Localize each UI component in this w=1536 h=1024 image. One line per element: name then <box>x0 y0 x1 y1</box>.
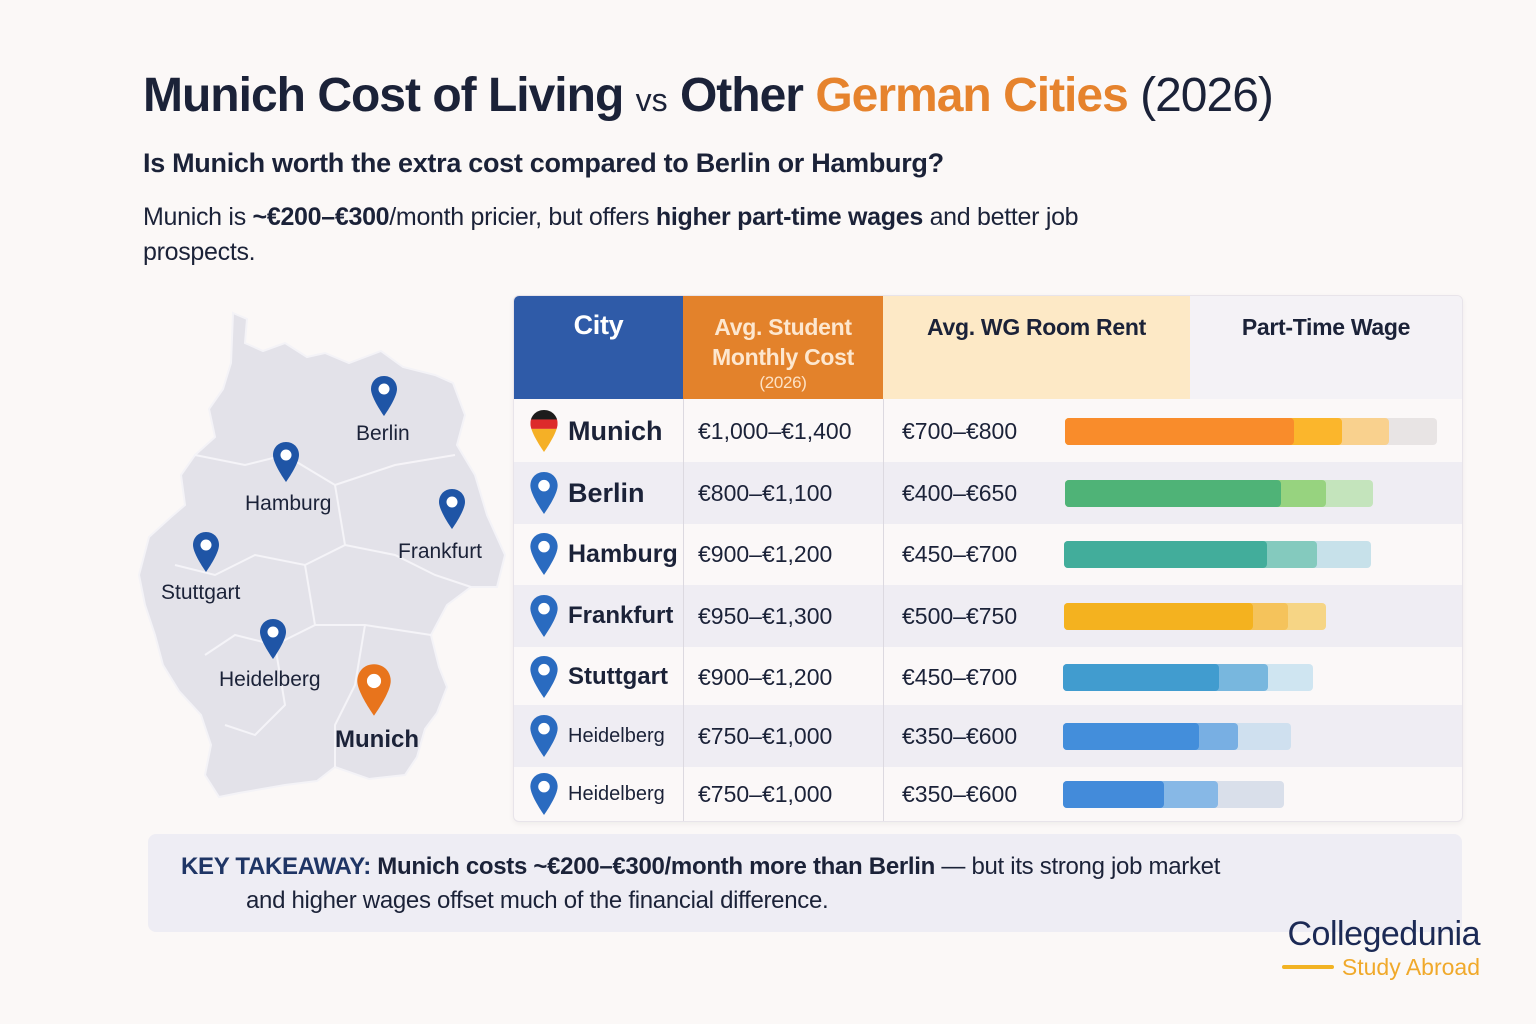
map-label-hamburg: Hamburg <box>245 492 332 515</box>
city-name: Heidelberg <box>568 782 665 805</box>
header-cost-line1: Avg. Student <box>714 314 852 340</box>
lede-mid: /month pricier, but offers <box>389 203 656 231</box>
cell-monthly-cost: €900–€1,200 <box>698 664 833 690</box>
header-cost-line2: Monthly Cost <box>711 344 855 370</box>
title-year: (2026) <box>1140 69 1274 122</box>
germany-outline-icon <box>137 311 507 799</box>
city-name: Munich <box>568 415 663 446</box>
page-title: Munich Cost of Living vs Other German Ci… <box>143 68 1274 123</box>
table-row: Stuttgart €900–€1,200 €450–€700 <box>514 646 1462 708</box>
stuttgart-pin-icon <box>193 532 219 572</box>
cell-room-rent: €450–€700 <box>902 664 1018 690</box>
heidelberg-pin-icon <box>260 619 286 659</box>
wage-bar-low <box>1064 603 1253 630</box>
wage-bar-low <box>1064 541 1267 568</box>
city-name: Heidelberg <box>568 724 665 747</box>
map-label-berlin: Berlin <box>356 422 410 445</box>
cell-monthly-cost: €1,000–€1,400 <box>698 418 852 444</box>
city-name: Frankfurt <box>568 602 674 629</box>
cell-monthly-cost: €750–€1,000 <box>698 723 833 749</box>
city-name: Stuttgart <box>568 663 668 690</box>
table-row: Berlin €800–€1,100 €400–€650 <box>514 462 1462 524</box>
cell-monthly-cost: €950–€1,300 <box>698 603 833 629</box>
city-name: Berlin <box>568 477 645 508</box>
table-row: Munich €1,000–€1,400 €700–€800 <box>514 400 1462 462</box>
cell-city: Heidelberg <box>528 763 665 821</box>
lede-price-range: ~€200–€300 <box>252 203 390 231</box>
takeaway-line2: and higher wages offset much of the fina… <box>246 887 829 914</box>
lede-prefix: Munich is <box>143 203 253 231</box>
header-cost-year: (2026) <box>759 373 807 392</box>
subtitle: Is Munich worth the extra cost compared … <box>143 148 944 178</box>
cell-city: Stuttgart <box>528 646 668 708</box>
lede-text: Munich is ~€200–€300/month pricier, but … <box>143 200 1103 270</box>
hamburg-pin-icon <box>273 442 299 482</box>
takeaway-bold: Munich costs ~€200–€300/month more than … <box>370 853 936 880</box>
header-room-rent: Avg. WG Room Rent <box>883 296 1190 399</box>
title-accent: German Cities <box>815 69 1128 122</box>
table-header: City Avg. Student Monthly Cost (2026) Av… <box>514 296 1462 399</box>
city-name: Hamburg <box>568 539 678 568</box>
lede-wages: higher part-time wages <box>655 203 923 231</box>
wage-bar-low <box>1063 781 1164 808</box>
location-pin-icon <box>530 533 558 575</box>
cell-room-rent: €450–€700 <box>902 541 1018 567</box>
wage-bar-low <box>1063 664 1219 691</box>
takeaway-label: KEY TAKEAWAY: <box>181 853 371 880</box>
cell-room-rent: €350–€600 <box>902 723 1018 749</box>
brand-subline: Study Abroad <box>1250 954 1480 980</box>
germany-flag-pin-icon <box>530 410 558 452</box>
table-row: Frankfurt €950–€1,300 €500–€750 <box>514 585 1462 647</box>
title-vs: vs <box>635 82 668 118</box>
cell-city: Hamburg <box>528 523 678 585</box>
cell-room-rent: €500–€750 <box>902 603 1018 629</box>
brand-underline-icon <box>1281 965 1334 969</box>
map-label-heidelberg: Heidelberg <box>219 668 321 691</box>
cell-city: Frankfurt <box>528 585 673 647</box>
brand-name: Collegedunia <box>1287 915 1481 953</box>
lede-suffix: and better job prospects. <box>143 203 1079 266</box>
map-label-frankfurt: Frankfurt <box>398 540 483 563</box>
cell-room-rent: €700–€800 <box>902 418 1018 444</box>
location-pin-icon <box>530 773 558 815</box>
wage-bar-low <box>1065 418 1294 445</box>
header-part-time-wage: Part-Time Wage <box>1190 296 1462 399</box>
cell-monthly-cost: €800–€1,100 <box>698 480 833 506</box>
map-label-munich: Munich <box>335 726 419 753</box>
title-main: Munich Cost of Living <box>143 69 624 122</box>
cell-monthly-cost: €750–€1,000 <box>698 781 833 807</box>
takeaway-text: KEY TAKEAWAY: Munich costs ~€200–€300/mo… <box>181 850 1431 918</box>
header-monthly-cost: Avg. Student Monthly Cost (2026) <box>683 296 883 399</box>
brand-logo: Collegedunia Study Abroad <box>1250 914 1481 980</box>
header-city: City <box>514 296 683 399</box>
cell-monthly-cost: €900–€1,200 <box>698 541 833 567</box>
table-row: Hamburg €900–€1,200 €450–€700 <box>514 523 1462 585</box>
cell-city: Heidelberg <box>528 705 665 767</box>
column-divider <box>683 399 684 821</box>
comparison-table: City Avg. Student Monthly Cost (2026) Av… <box>513 295 1463 822</box>
frankfurt-pin-icon <box>439 489 465 529</box>
munich-pin-icon <box>357 664 391 716</box>
title-other: Other <box>679 69 804 122</box>
cell-room-rent: €400–€650 <box>902 480 1018 506</box>
location-pin-icon <box>530 715 558 757</box>
table-row: Heidelberg €750–€1,000 €350–€600 <box>514 763 1462 821</box>
germany-map: Berlin Hamburg Frankfurt Stuttgart Heide… <box>135 305 515 805</box>
map-label-stuttgart: Stuttgart <box>161 581 241 604</box>
cell-city: Berlin <box>528 462 645 524</box>
location-pin-icon <box>530 472 558 514</box>
wage-bar-low <box>1063 723 1199 750</box>
cell-room-rent: €350–€600 <box>902 781 1018 807</box>
takeaway-rest: — but its strong job market <box>935 853 1221 880</box>
wage-bar-low <box>1065 480 1281 507</box>
brand-sub: Study Abroad <box>1341 954 1480 980</box>
location-pin-icon <box>530 595 558 637</box>
location-pin-icon <box>530 656 558 698</box>
cell-city: Munich <box>528 400 663 462</box>
berlin-pin-icon <box>371 376 397 416</box>
table-row: Heidelberg €750–€1,000 €350–€600 <box>514 705 1462 767</box>
column-divider <box>883 399 884 821</box>
key-takeaway-box: KEY TAKEAWAY: Munich costs ~€200–€300/mo… <box>148 834 1462 932</box>
